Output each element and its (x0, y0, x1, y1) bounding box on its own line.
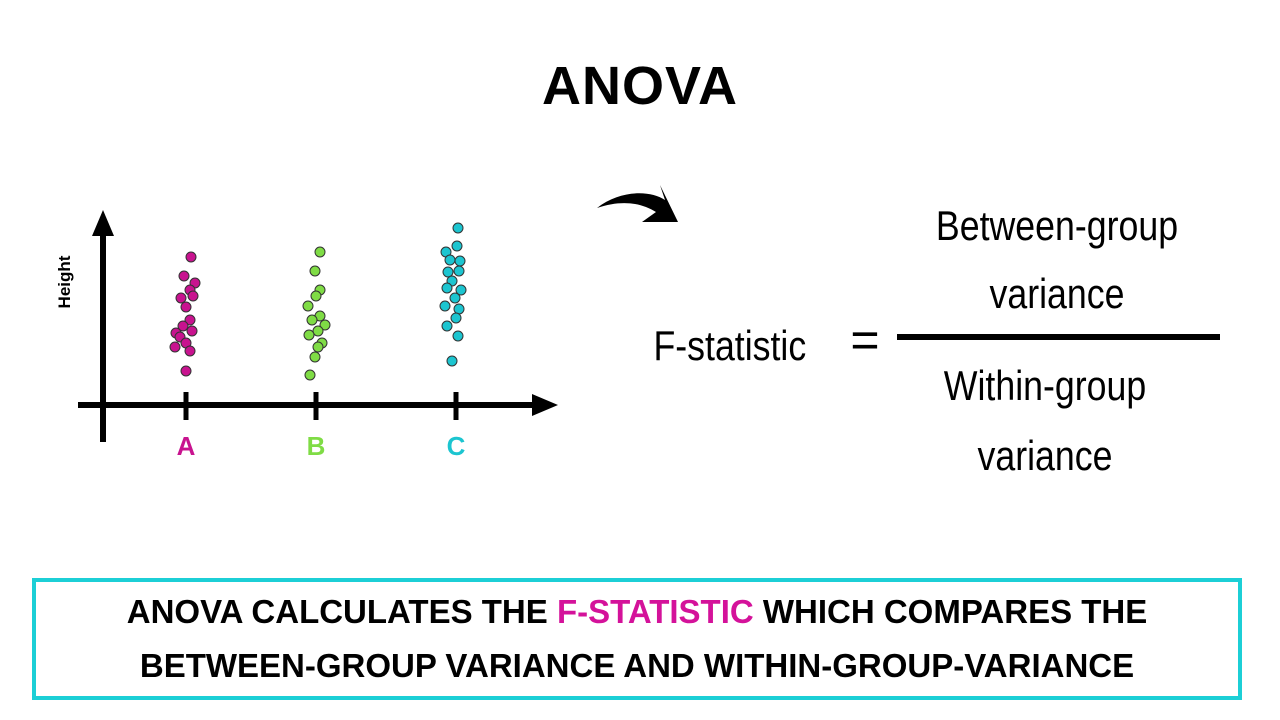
dot (451, 240, 463, 252)
dot (441, 320, 453, 332)
numerator: Between-group (935, 202, 1179, 249)
caption: ANOVA CALCULATES THE F-STATISTIC WHICH C… (46, 585, 1228, 693)
dot (303, 329, 315, 341)
dot (446, 355, 458, 367)
dot (454, 255, 466, 267)
dot (441, 282, 453, 294)
dot (442, 266, 454, 278)
y-label: Height (55, 255, 74, 308)
dot (180, 301, 192, 313)
dot (453, 265, 465, 277)
dot (452, 330, 464, 342)
dot (169, 341, 181, 353)
caption-box: ANOVA CALCULATES THE F-STATISTIC WHICH C… (32, 578, 1242, 700)
formula-lhs: F-statistic (653, 322, 807, 369)
group-label: C (447, 431, 466, 461)
dot (180, 365, 192, 377)
dot (444, 254, 456, 266)
caption-text: WHICH COMPARES THE BETWEEN-GROUP VARIANC… (139, 593, 1148, 684)
dot (175, 292, 187, 304)
dot (302, 300, 314, 312)
group-label: A (177, 431, 196, 461)
numerator: variance (989, 270, 1125, 317)
dot (185, 251, 197, 263)
dot (312, 341, 324, 353)
dot (178, 270, 190, 282)
dot (452, 222, 464, 234)
dot (177, 320, 189, 332)
dot (310, 290, 322, 302)
x-arrow (532, 394, 558, 416)
dot (312, 325, 324, 337)
dot (449, 292, 461, 304)
dot (439, 300, 451, 312)
equals: = (850, 312, 879, 368)
dot (309, 351, 321, 363)
dot (184, 345, 196, 357)
curved-arrow (597, 185, 678, 222)
dot (314, 246, 326, 258)
caption-text: ANOVA CALCULATES THE (126, 593, 557, 630)
dot (455, 284, 467, 296)
dot (184, 314, 196, 326)
dot (453, 303, 465, 315)
title: ANOVA (541, 56, 738, 116)
y-arrow (92, 210, 114, 236)
dot (309, 265, 321, 277)
dot (306, 314, 318, 326)
denominator: variance (977, 432, 1113, 479)
dot (186, 325, 198, 337)
dot (304, 369, 316, 381)
dot (450, 312, 462, 324)
dot (319, 319, 331, 331)
caption-highlight: F-STATISTIC (556, 593, 754, 630)
group-label: B (307, 431, 326, 461)
denominator: Within-group (943, 362, 1147, 409)
dot (187, 290, 199, 302)
